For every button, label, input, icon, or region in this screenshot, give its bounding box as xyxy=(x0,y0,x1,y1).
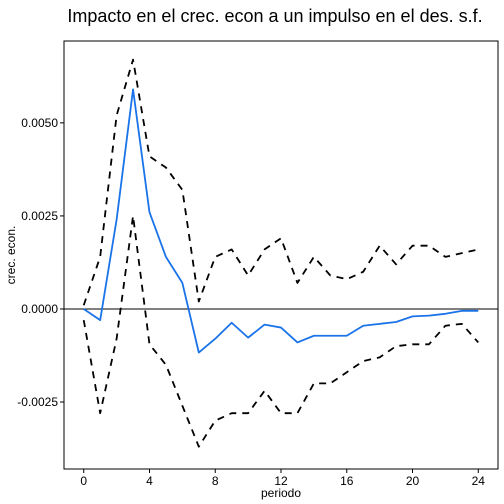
plot-panel xyxy=(63,40,499,470)
y-tick-label: 0.0050 xyxy=(21,116,58,130)
series-line-upper-band xyxy=(82,58,479,306)
x-tick-label: 0 xyxy=(80,474,87,488)
y-axis-label: crec. econ. xyxy=(4,226,18,285)
y-tick-label: 0.0000 xyxy=(21,302,58,316)
x-tick-label: 8 xyxy=(212,474,219,488)
chart-title: Impacto en el crec. econ a un impulso en… xyxy=(67,6,482,26)
series-line-response xyxy=(83,88,479,354)
x-tick-label: 20 xyxy=(406,474,420,488)
plot-layer xyxy=(64,58,498,448)
y-tick-label: 0.0025 xyxy=(21,209,58,223)
x-tick-label: 16 xyxy=(340,474,354,488)
x-tick-label: 4 xyxy=(146,474,153,488)
x-tick-label: 24 xyxy=(472,474,486,488)
x-axis: 0 4 8 12 16 20 24 xyxy=(80,469,485,488)
series-line-lower-band xyxy=(82,215,479,448)
x-tick-label: 12 xyxy=(274,474,288,488)
y-axis: -0.0025 0.0000 0.0025 0.0050 xyxy=(17,116,64,409)
x-axis-label: periodo xyxy=(261,486,301,500)
y-tick-label: -0.0025 xyxy=(17,395,58,409)
